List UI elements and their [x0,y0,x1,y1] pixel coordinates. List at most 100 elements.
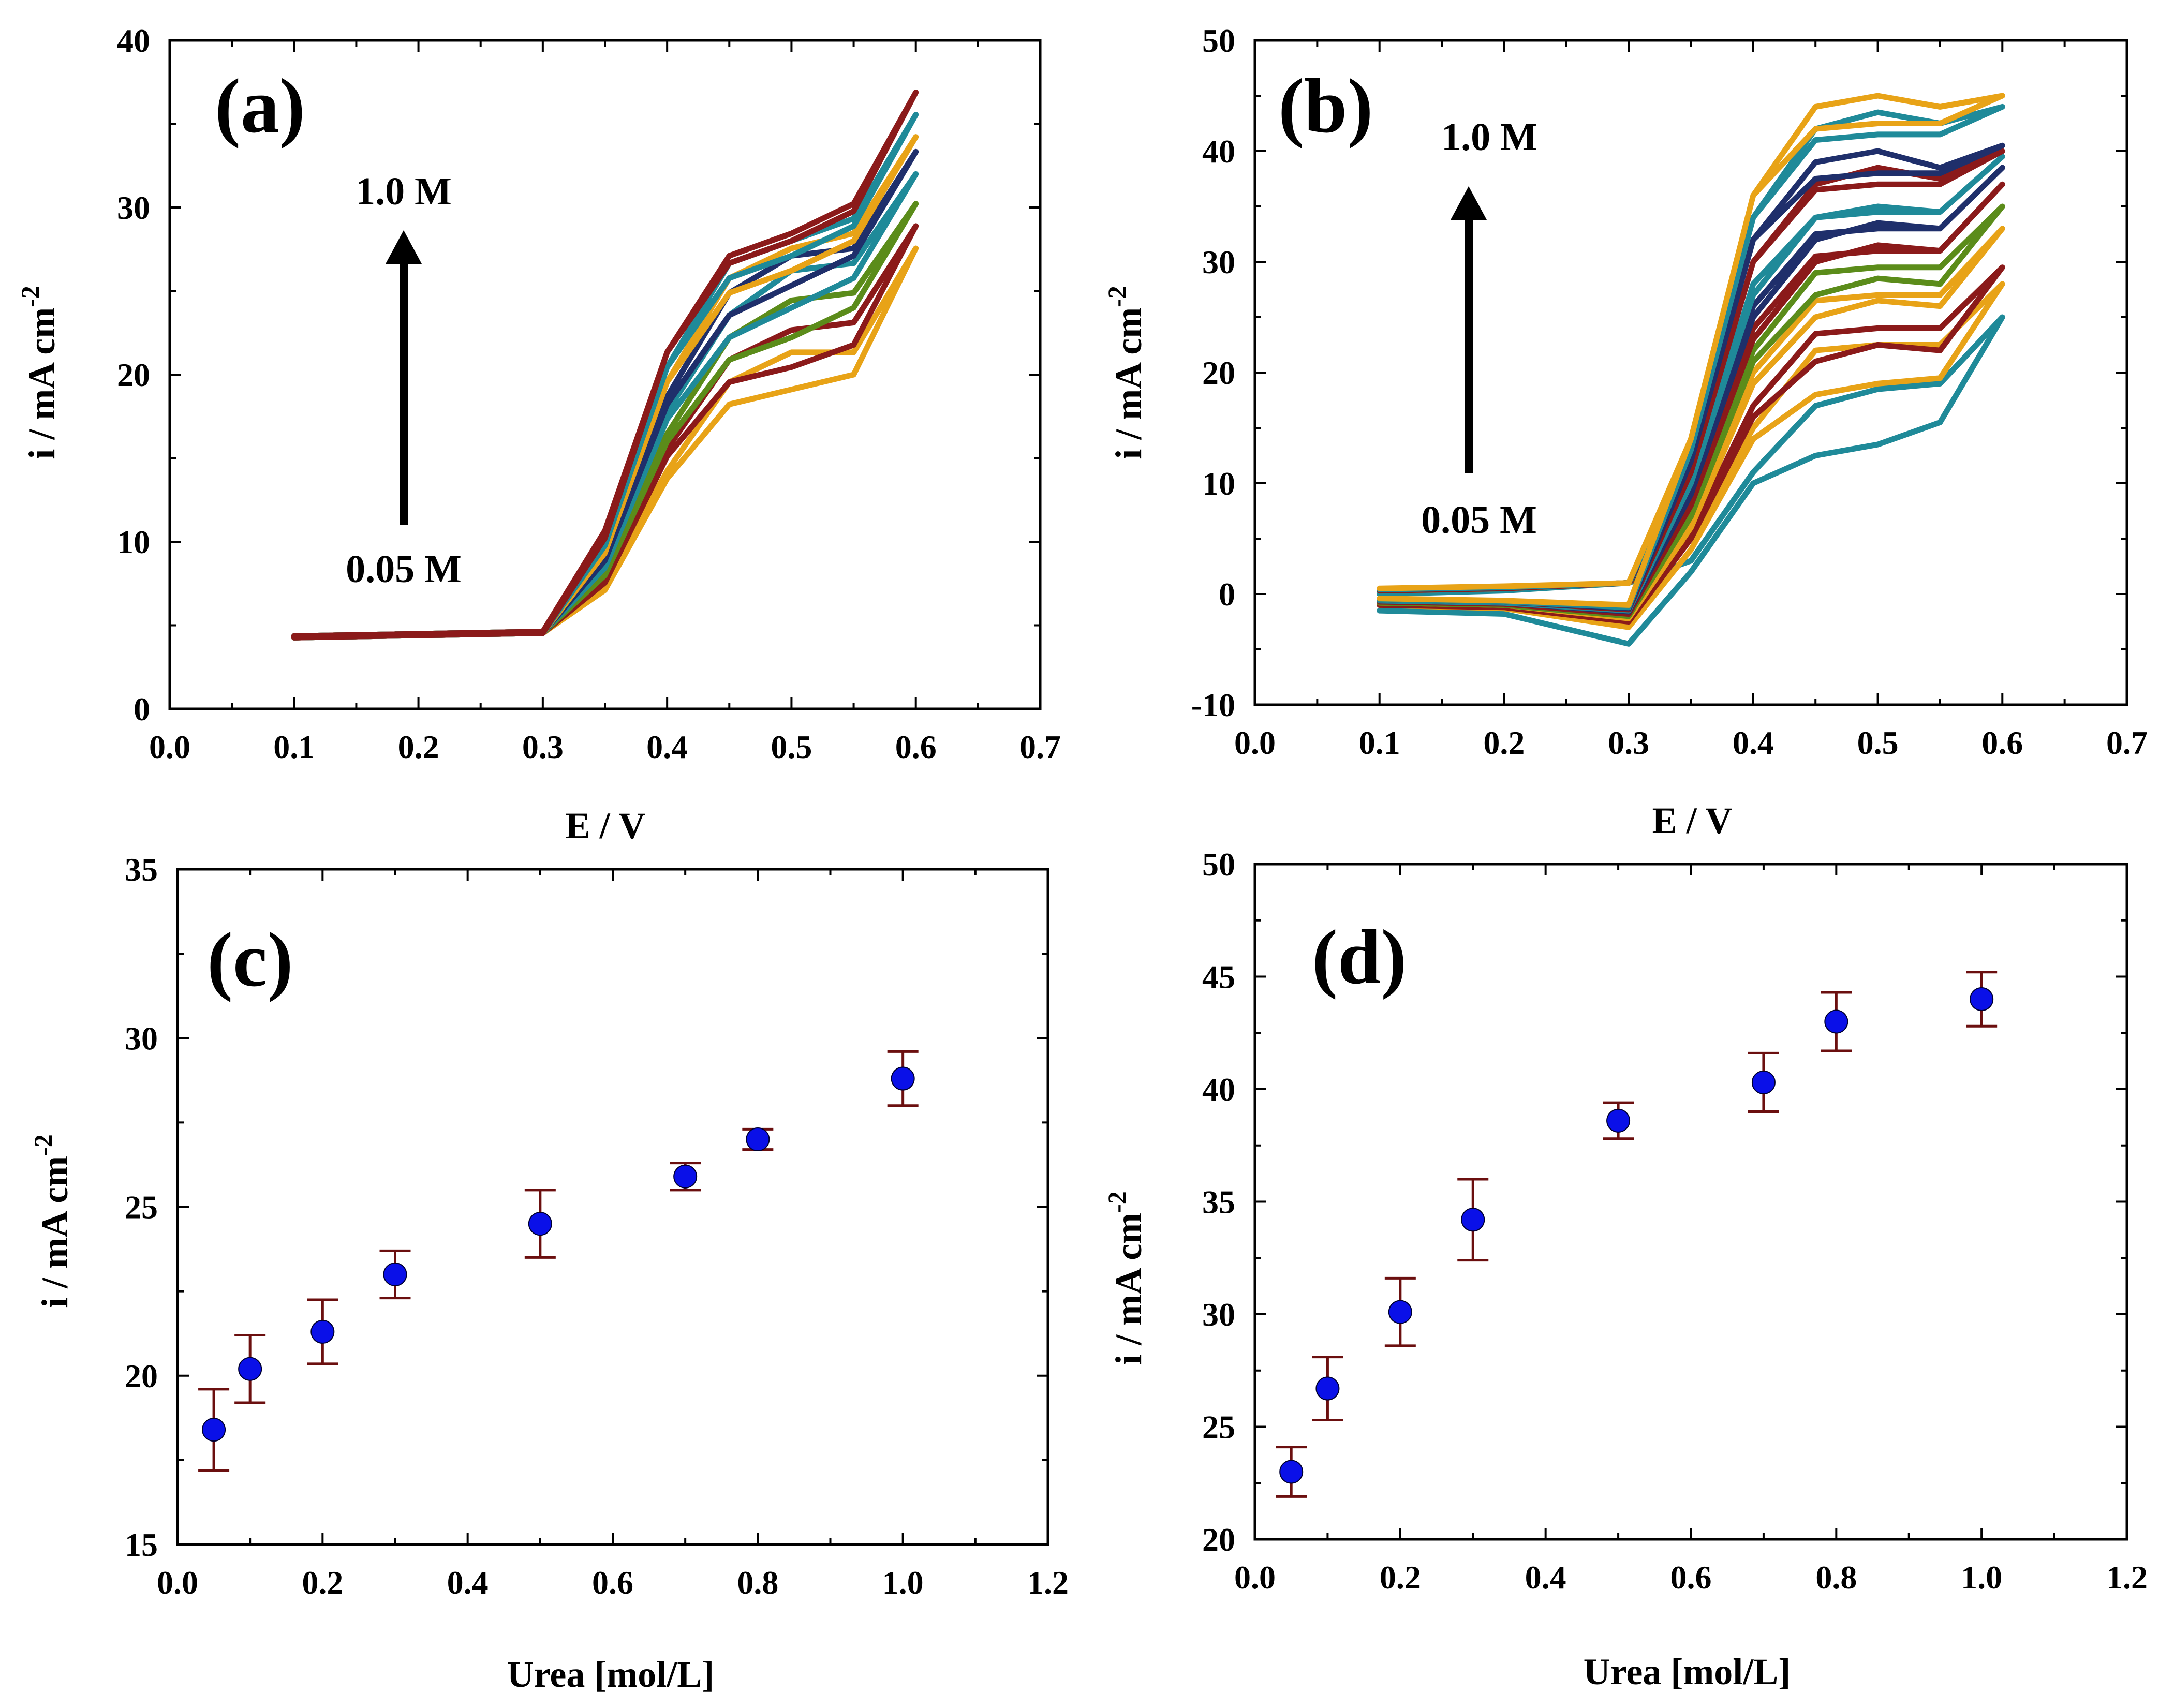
panel-c-y-axis-title: i / mA cm-2 [28,1134,76,1308]
panel-d-data-point-5 [1751,1070,1776,1094]
panel-a-series-line-7 [291,90,919,641]
panel-b-x-tick-label: 0.3 [1608,724,1649,761]
panel-c-data-point-3 [383,1263,407,1286]
panel-a-y-tick-label: 20 [117,357,150,393]
panel-d-plot: 0.0 0.2 0.4 0.6 0.8 1.0 1.2 20 25 30 35 40 45 50 [1202,846,2148,1596]
panel-c-x-tick-label: 0.0 [157,1564,198,1601]
panel-b-y-tick-label: 30 [1202,244,1235,280]
panel-b-y-tick-label: 0 [1219,576,1235,613]
panel-a-plot: 0.0 0.1 0.2 0.3 0.4 0.5 0.6 0.7 0 10 20 30 40 [117,22,1061,765]
panel-b-y-tick-label: 50 [1202,22,1235,59]
panel-c-ylabel-sup: -2 [28,1134,57,1156]
panel-c-ylabel-main: i / mA cm [34,1156,76,1308]
panel-a-x-tick-label: 0.5 [771,729,812,765]
panel-c-y-tick-label: 15 [125,1526,158,1563]
panel-d-y-axis-title: i / mA cm-2 [1102,1191,1149,1365]
panel-a-annot-bottom-text: 0.05 M [346,547,462,591]
panel-c-x-tick-label: 1.0 [882,1564,924,1601]
panel-b-x-tick-label: 0.0 [1234,724,1276,761]
panel-b-plot: 0.0 0.1 0.2 0.3 0.4 0.5 0.6 0.7 -10 0 10 20 30 40 50 [1191,22,2148,761]
panel-a-letter: (a) [215,63,305,149]
panel-a-x-tick-label: 0.3 [522,729,564,765]
panel-a-arrow-head [386,230,422,264]
panel-c-frame [176,868,1049,1546]
panel-b-series-line-4 [1377,203,2005,619]
panel-b-x-tick-label: 0.7 [2106,724,2148,761]
panel-d-data-point-3 [1461,1208,1485,1232]
panel-b-ylabel-main: i / mA cm [1108,307,1149,459]
panel-d-y-tick-label: 40 [1202,1071,1235,1108]
panel-d-x-tick-label: 0.8 [1815,1559,1857,1596]
panel-c-plot: 0.0 0.2 0.4 0.6 0.8 1.0 1.2 15 20 25 30 35 [125,851,1069,1601]
panel-c-x-tick-label: 0.8 [737,1564,778,1601]
panel-a-x-tick-label: 0.1 [273,729,315,765]
panel-c-y-tick-label: 25 [125,1189,158,1226]
panel-d-letter: (d) [1312,914,1407,1000]
panel-c-y-tick-label: 35 [125,851,158,888]
panel-a-y-tick-label: 0 [134,691,150,727]
panel-d-ylabel-main: i / mA cm [1108,1213,1149,1365]
panel-a-x-axis-title: E / V [566,805,646,846]
panel-b-annot-top-text: 1.0 M [1441,115,1537,159]
panel-a-x-tick-label: 0.2 [398,729,439,765]
panel-d-y-tick-label: 20 [1202,1521,1235,1558]
panel-b-x-tick-label: 0.4 [1733,724,1774,761]
panel-c-x-tick-label: 0.6 [592,1564,633,1601]
panel-b-y-tick-label: 20 [1202,354,1235,391]
panel-d-y-axis-title-text: i / mA cm-2 [1102,1191,1149,1365]
panel-c-data-point-0 [202,1418,226,1442]
panel-d-x-tick-label: 0.6 [1670,1559,1712,1596]
panel-b-y-axis-title-text: i / mA cm-2 [1102,286,1149,459]
panel-c-data-point-4 [528,1212,552,1236]
panel-c-data-point-5 [673,1164,698,1189]
panel-c-x-axis-title: Urea [mol/L] [507,1654,715,1695]
panel-b: (b) 1.0 M 0.05 M E / V i / mA cm-2 [1102,63,1732,841]
panel-d-data-point-6 [1824,1009,1848,1034]
panel-b-ylabel-sup: -2 [1102,286,1131,307]
panel-c-data-point-7 [891,1066,915,1091]
panel-a-x-tick-label: 0.7 [1019,729,1061,765]
panel-d-data-point-1 [1315,1376,1340,1401]
panel-b-letter: (b) [1278,63,1373,149]
panel-b-arrow-head [1451,186,1487,220]
panel-b-x-tick-label: 0.5 [1857,724,1899,761]
panel-d-ylabel-sup: -2 [1102,1191,1131,1213]
panel-d: (d) Urea [mol/L] i / mA cm-2 [1102,914,1791,1692]
panel-a-y-tick-label: 40 [117,22,150,59]
panel-c-y-tick-label: 20 [125,1358,158,1394]
panel-c-y-tick-label: 30 [125,1020,158,1057]
panel-b-y-axis-title: i / mA cm-2 [1102,286,1149,459]
panel-d-y-tick-label: 30 [1202,1296,1235,1333]
panel-a-annot-top-text: 1.0 M [356,170,452,213]
panel-c-x-tick-label: 0.2 [302,1564,343,1601]
panel-b-series-line-11 [1377,93,2005,608]
panel-d-x-axis-title: Urea [mol/L] [1584,1651,1791,1692]
panel-c-x-tick-label: 0.4 [447,1564,489,1601]
panel-d-x-tick-label: 0.2 [1380,1559,1421,1596]
panel-b-y-tick-label: 10 [1202,465,1235,502]
panel-d-data-point-2 [1388,1300,1412,1324]
panel-b-x-tick-label: 0.1 [1359,724,1400,761]
panel-a-x-tick-label: 0.4 [646,729,688,765]
panel-b-x-tick-label: 0.2 [1483,724,1525,761]
panel-a-y-axis-title-text: i / mA cm-2 [16,286,63,459]
panel-a: (a) 1.0 M 0.05 M E / V i / mA cm-2 [16,63,645,846]
panel-c-data-point-2 [310,1319,335,1344]
panel-d-data-point-4 [1606,1108,1631,1133]
panel-d-y-tick-label: 35 [1202,1184,1235,1221]
panel-a-y-tick-label: 10 [117,524,150,560]
panel-d-x-tick-label: 0.0 [1234,1559,1276,1596]
panel-d-x-tick-label: 0.4 [1525,1559,1566,1596]
panel-c-x-tick-label: 1.2 [1027,1564,1069,1601]
panel-d-data-point-0 [1279,1460,1304,1484]
panel-d-y-tick-label: 50 [1202,846,1235,883]
panel-b-y-tick-label: -10 [1191,687,1235,723]
panel-d-y-tick-label: 45 [1202,959,1235,996]
panel-b-x-axis-title: E / V [1652,800,1733,841]
panel-c: (c) Urea [mol/L] i / mA cm-2 [28,917,714,1695]
panel-a-y-axis-title: i / mA cm-2 [16,286,63,459]
panel-a-x-tick-label: 0.6 [895,729,937,765]
panel-a-y-tick-label: 30 [117,189,150,226]
panel-d-x-tick-label: 1.0 [1961,1559,2002,1596]
